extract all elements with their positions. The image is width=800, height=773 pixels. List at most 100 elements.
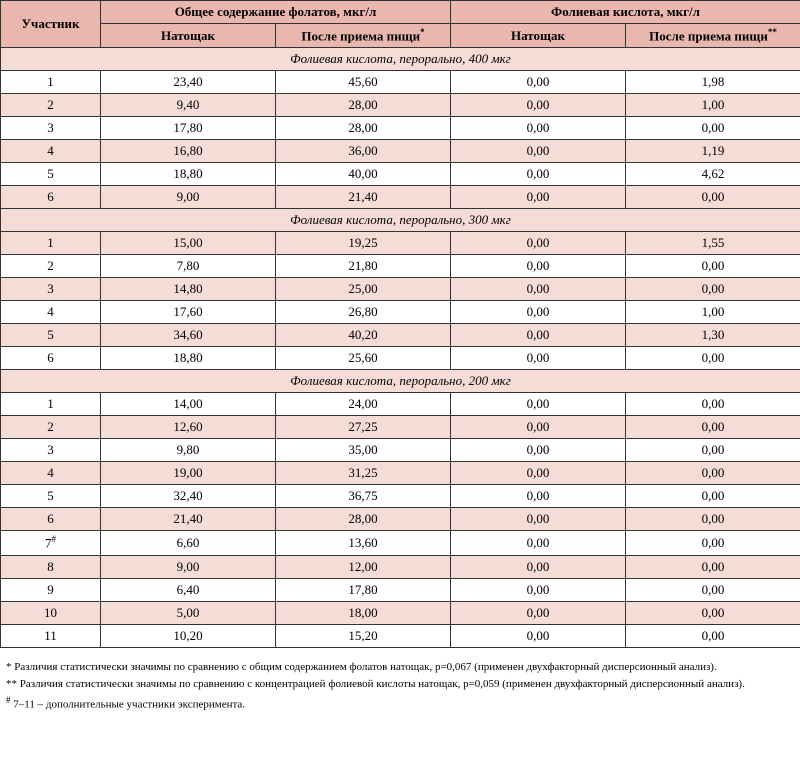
cell-value: 0,00 [451, 508, 626, 531]
cell-participant: 3 [1, 439, 101, 462]
footnote-3-text: 7–11 – дополнительные участники эксперим… [11, 699, 246, 711]
cell-value: 1,30 [626, 324, 800, 347]
cell-participant: 7# [1, 531, 101, 555]
section-title: Фолиевая кислота, перорально, 300 мкг [1, 209, 800, 232]
table-row: 314,8025,000,000,00 [1, 278, 800, 301]
cell-value: 0,00 [626, 508, 800, 531]
section-title: Фолиевая кислота, перорально, 200 мкг [1, 370, 800, 393]
cell-value: 0,00 [451, 531, 626, 555]
cell-participant: 1 [1, 393, 101, 416]
table-row: 105,0018,000,000,00 [1, 601, 800, 624]
header-fasting-1: Натощак [101, 24, 276, 48]
cell-value: 0,00 [451, 347, 626, 370]
cell-value: 17,80 [276, 578, 451, 601]
cell-value: 4,62 [626, 163, 800, 186]
cell-value: 17,80 [101, 117, 276, 140]
table-row: 534,6040,200,001,30 [1, 324, 800, 347]
folate-table: Участник Общее содержание фолатов, мкг/л… [0, 0, 800, 648]
table-row: 621,4028,000,000,00 [1, 508, 800, 531]
section-title: Фолиевая кислота, перорально, 400 мкг [1, 48, 800, 71]
cell-value: 36,00 [276, 140, 451, 163]
cell-value: 5,00 [101, 601, 276, 624]
cell-participant: 2 [1, 94, 101, 117]
cell-value: 13,60 [276, 531, 451, 555]
cell-value: 1,00 [626, 301, 800, 324]
cell-participant: 4 [1, 301, 101, 324]
header-postmeal-1-text: После приема пищи [301, 28, 420, 43]
cell-participant: 6 [1, 347, 101, 370]
cell-value: 6,60 [101, 531, 276, 555]
table-row: 115,0019,250,001,55 [1, 232, 800, 255]
table-row: 518,8040,000,004,62 [1, 163, 800, 186]
cell-value: 9,40 [101, 94, 276, 117]
cell-value: 45,60 [276, 71, 451, 94]
cell-value: 0,00 [626, 485, 800, 508]
cell-value: 40,00 [276, 163, 451, 186]
cell-value: 1,19 [626, 140, 800, 163]
header-group-total-folate: Общее содержание фолатов, мкг/л [101, 1, 451, 24]
cell-value: 0,00 [451, 71, 626, 94]
cell-value: 0,00 [626, 347, 800, 370]
cell-value: 25,00 [276, 278, 451, 301]
header-group-folic-acid: Фолиевая кислота, мкг/л [451, 1, 800, 24]
cell-participant: 5 [1, 163, 101, 186]
cell-value: 26,80 [276, 301, 451, 324]
cell-value: 18,80 [101, 347, 276, 370]
cell-value: 0,00 [626, 601, 800, 624]
table-row: 1110,2015,200,000,00 [1, 624, 800, 647]
cell-value: 0,00 [451, 578, 626, 601]
cell-value: 14,00 [101, 393, 276, 416]
cell-value: 0,00 [626, 624, 800, 647]
cell-value: 1,55 [626, 232, 800, 255]
cell-value: 36,75 [276, 485, 451, 508]
cell-value: 32,40 [101, 485, 276, 508]
cell-value: 19,00 [101, 462, 276, 485]
cell-value: 0,00 [451, 117, 626, 140]
cell-value: 40,20 [276, 324, 451, 347]
cell-value: 6,40 [101, 578, 276, 601]
cell-value: 28,00 [276, 94, 451, 117]
cell-value: 19,25 [276, 232, 451, 255]
header-participant: Участник [1, 1, 101, 48]
cell-value: 0,00 [451, 255, 626, 278]
footnotes: * Различия статистически значимы по срав… [0, 648, 800, 722]
cell-value: 0,00 [451, 485, 626, 508]
cell-value: 0,00 [451, 324, 626, 347]
cell-value: 35,00 [276, 439, 451, 462]
table-row: 39,8035,000,000,00 [1, 439, 800, 462]
cell-value: 7,80 [101, 255, 276, 278]
cell-value: 24,00 [276, 393, 451, 416]
header-postmeal-2-text: После приема пищи [649, 28, 768, 43]
table-row: 7#6,6013,600,000,00 [1, 531, 800, 555]
cell-value: 12,60 [101, 416, 276, 439]
cell-value: 0,00 [451, 601, 626, 624]
table-body: Фолиевая кислота, перорально, 400 мкг123… [1, 48, 800, 647]
cell-value: 0,00 [626, 255, 800, 278]
table-row: 123,4045,600,001,98 [1, 71, 800, 94]
cell-value: 31,25 [276, 462, 451, 485]
cell-participant: 6 [1, 508, 101, 531]
cell-value: 16,80 [101, 140, 276, 163]
cell-participant: 9 [1, 578, 101, 601]
table-row: 419,0031,250,000,00 [1, 462, 800, 485]
cell-value: 12,00 [276, 555, 451, 578]
cell-participant: 3 [1, 117, 101, 140]
cell-value: 0,00 [451, 462, 626, 485]
cell-participant: 4 [1, 140, 101, 163]
cell-participant: 4 [1, 462, 101, 485]
cell-value: 0,00 [626, 186, 800, 209]
cell-value: 17,60 [101, 301, 276, 324]
table-row: 417,6026,800,001,00 [1, 301, 800, 324]
cell-value: 25,60 [276, 347, 451, 370]
cell-value: 14,80 [101, 278, 276, 301]
header-postmeal-2: После приема пищи** [626, 24, 800, 48]
table-row: 114,0024,000,000,00 [1, 393, 800, 416]
cell-value: 0,00 [451, 301, 626, 324]
cell-value: 0,00 [451, 624, 626, 647]
cell-value: 0,00 [626, 439, 800, 462]
table-row: 27,8021,800,000,00 [1, 255, 800, 278]
cell-value: 0,00 [626, 278, 800, 301]
cell-value: 21,40 [101, 508, 276, 531]
cell-participant: 5 [1, 485, 101, 508]
cell-value: 0,00 [451, 555, 626, 578]
